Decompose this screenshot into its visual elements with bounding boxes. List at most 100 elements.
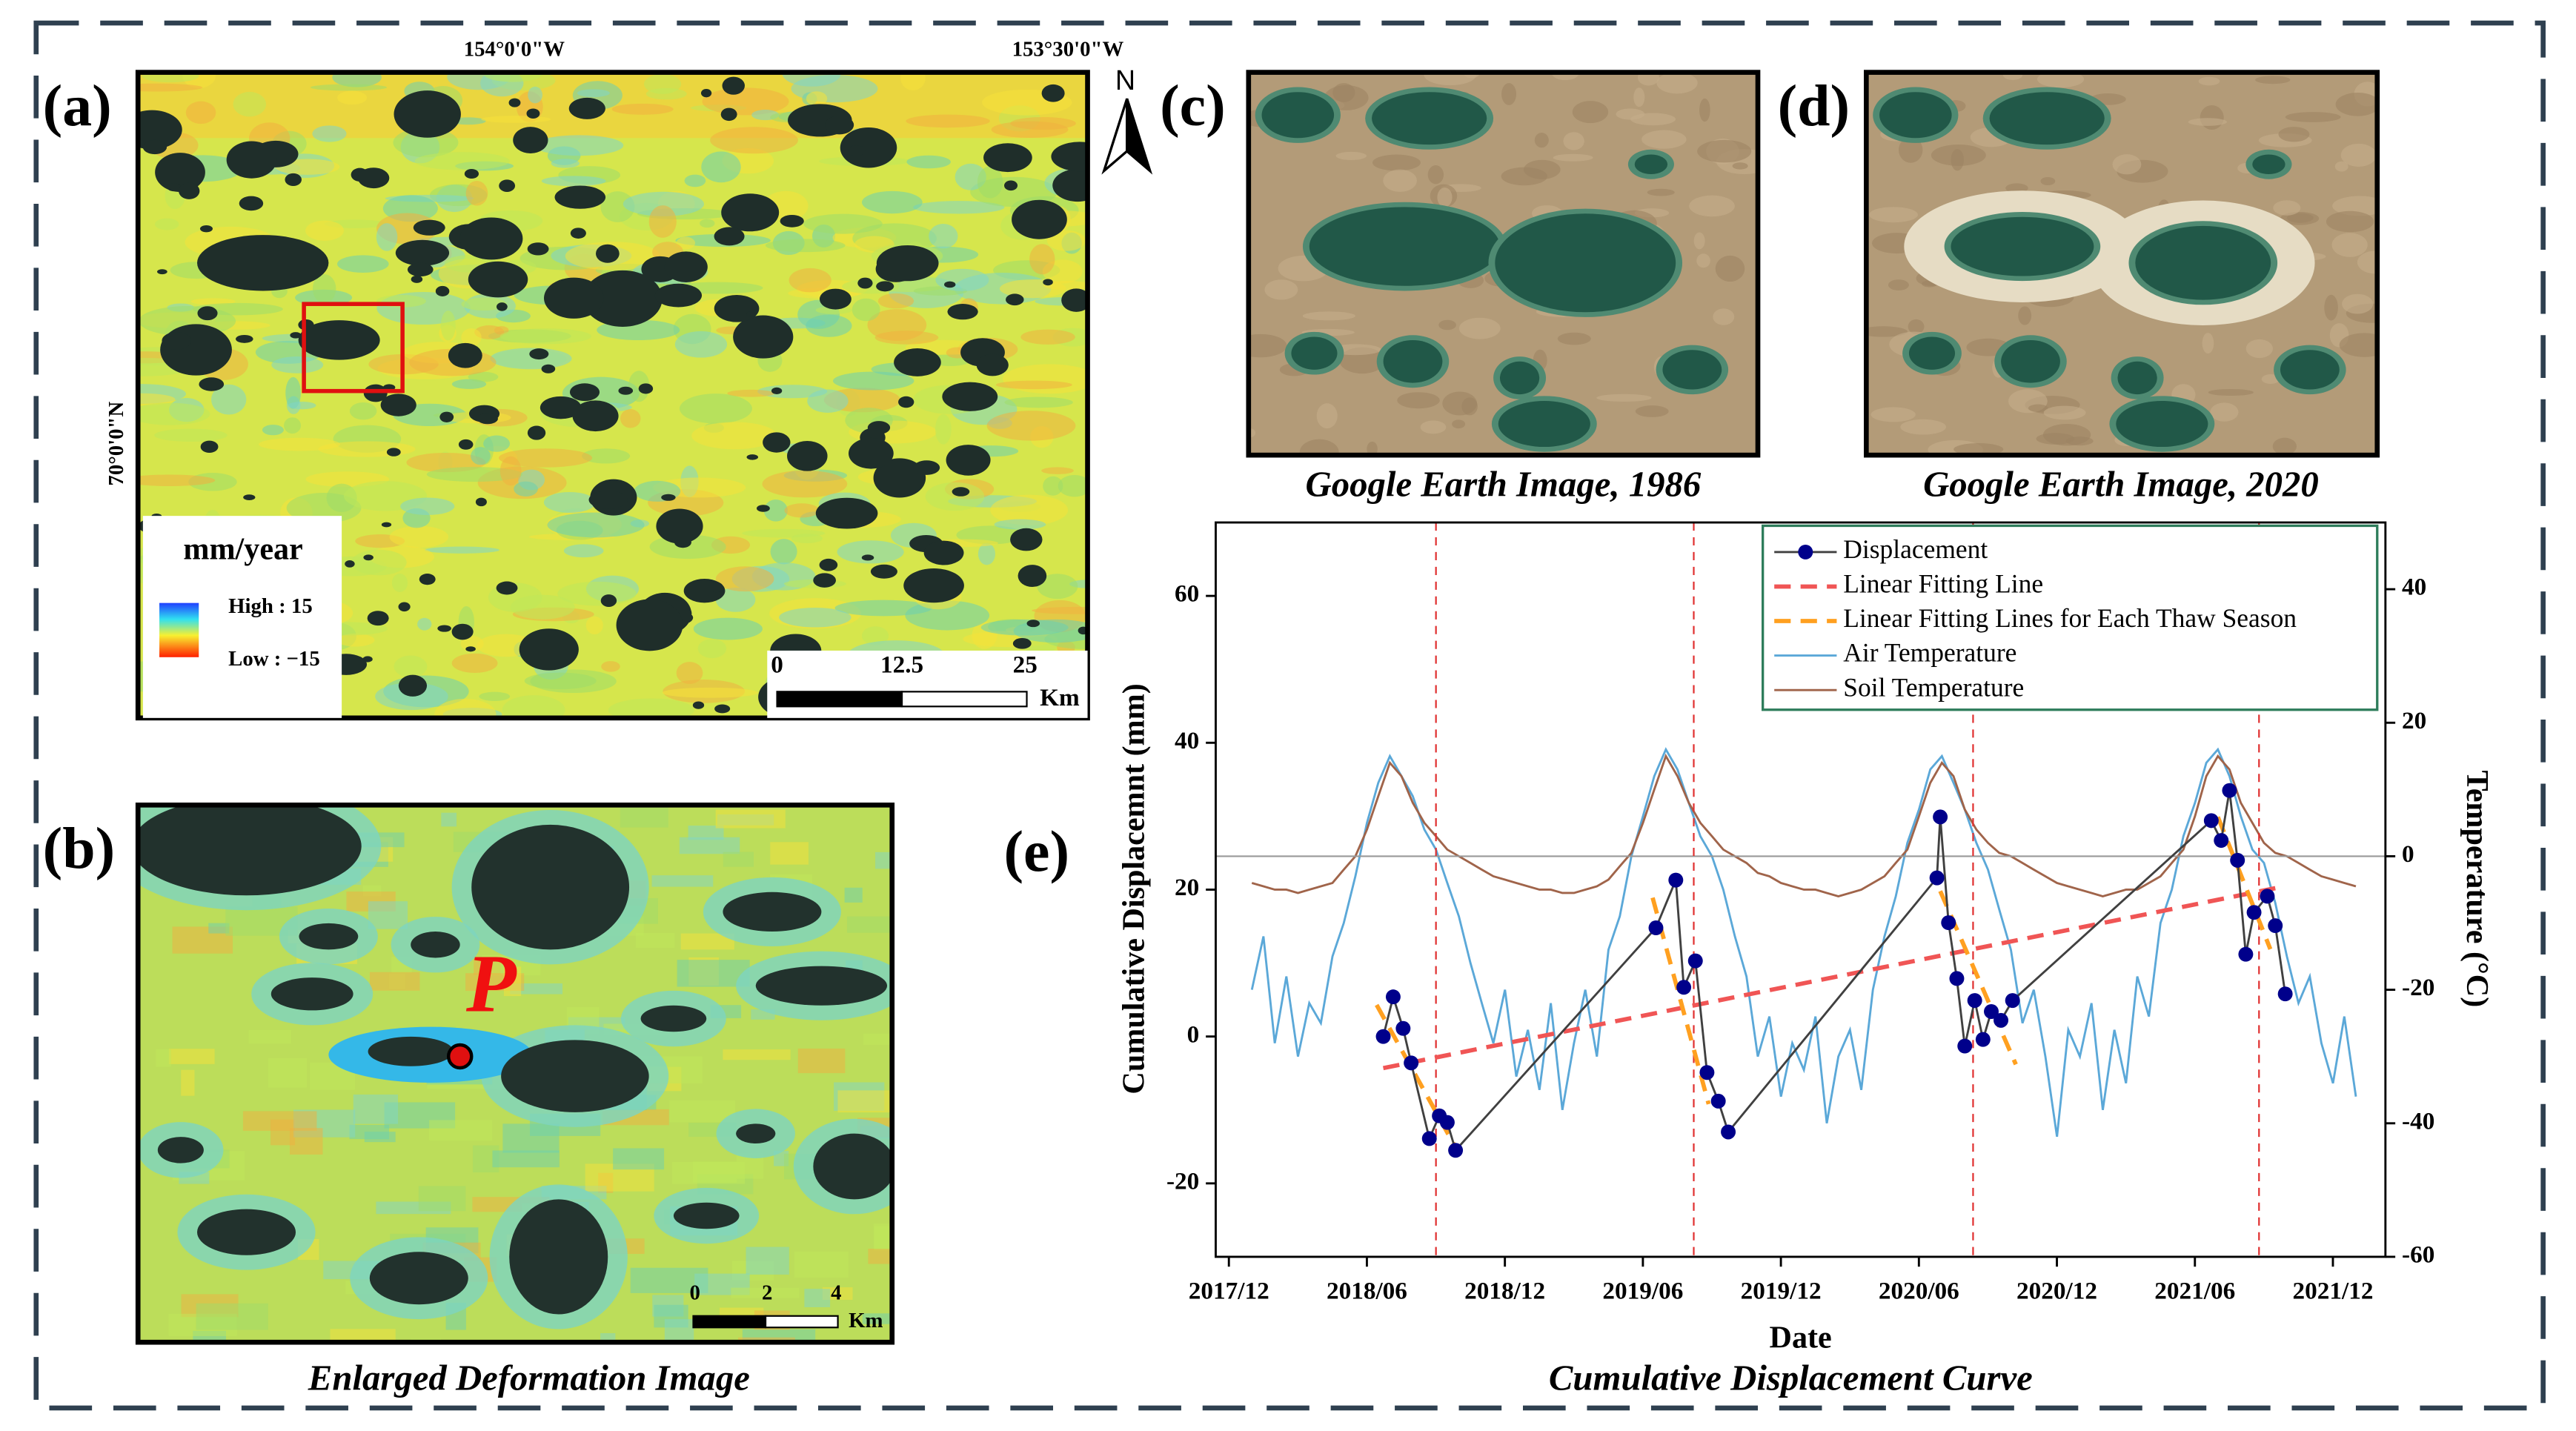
lake — [239, 196, 264, 211]
texture — [196, 1303, 268, 1330]
enlarged-map — [138, 805, 892, 1343]
texture — [156, 1049, 171, 1067]
lake — [952, 487, 970, 497]
lake — [714, 704, 731, 714]
lake — [513, 127, 548, 154]
lake — [540, 396, 582, 419]
texture — [1046, 230, 1086, 251]
texture — [1689, 195, 1735, 217]
data-point — [2260, 889, 2275, 904]
texture — [784, 503, 820, 518]
lat-label: 70°0'0"N — [104, 401, 128, 485]
lake — [595, 244, 620, 263]
texture — [611, 103, 674, 115]
texture — [481, 116, 551, 123]
texture — [2065, 436, 2094, 446]
texture — [651, 875, 714, 887]
legend-label: Linear Fitting Lines for Each Thaw Seaso… — [1843, 603, 2297, 633]
lake — [1309, 207, 1500, 286]
x-tick-label: 2021/12 — [2292, 1277, 2373, 1304]
data-point — [1975, 1032, 1991, 1047]
texture — [676, 662, 703, 684]
texture — [875, 851, 892, 869]
outer-border — [33, 20, 2546, 1411]
lake — [367, 611, 389, 626]
legend-marker — [1798, 544, 1813, 560]
lake — [572, 400, 619, 432]
x-tick-label: 2020/06 — [1879, 1277, 1959, 1304]
lon-label: 154°0'0"W — [464, 37, 565, 61]
caption: Google Earth Image, 2020 — [1923, 465, 2319, 505]
lake — [197, 306, 218, 321]
texture — [680, 933, 734, 950]
texture — [262, 425, 284, 436]
texture — [852, 298, 880, 322]
lake — [475, 497, 487, 507]
texture — [723, 851, 754, 867]
lake — [1261, 92, 1335, 139]
texture — [765, 239, 846, 253]
texture — [1699, 98, 1710, 122]
texture — [1372, 154, 1421, 171]
texture — [1020, 329, 1075, 345]
texture — [832, 371, 914, 391]
lake — [819, 288, 852, 310]
lake — [813, 1133, 892, 1200]
texture — [1908, 319, 1925, 334]
texture — [1437, 187, 1453, 207]
lake — [983, 143, 1032, 173]
lake — [526, 108, 540, 119]
lake — [588, 491, 628, 509]
lake — [236, 334, 253, 343]
lake — [654, 283, 703, 308]
lake — [458, 439, 474, 450]
texture — [284, 417, 302, 434]
texture — [1656, 72, 1698, 94]
texture — [2112, 154, 2142, 175]
texture — [2272, 437, 2297, 455]
texture — [1635, 405, 1669, 417]
texture — [804, 1289, 831, 1307]
texture — [514, 481, 538, 497]
lake — [1495, 213, 1676, 313]
y2-tick-label: -20 — [2402, 974, 2434, 1001]
texture — [710, 127, 798, 154]
lake — [1051, 142, 1088, 172]
lake — [1043, 279, 1053, 286]
texture — [483, 435, 511, 452]
lake — [600, 594, 617, 607]
texture — [623, 191, 705, 216]
texture — [2200, 105, 2224, 130]
texture — [669, 1100, 735, 1123]
texture — [154, 218, 179, 230]
texture — [2278, 127, 2310, 142]
lake — [1010, 528, 1043, 551]
texture — [2342, 293, 2374, 314]
texture — [1367, 441, 1378, 456]
lake — [787, 440, 828, 471]
texture — [541, 176, 606, 187]
texture — [2018, 306, 2032, 325]
texture — [1041, 467, 1074, 474]
lake — [407, 262, 434, 277]
texture — [543, 491, 596, 514]
texture — [138, 83, 203, 92]
texture — [1383, 169, 1417, 192]
lake — [755, 966, 888, 1006]
lake — [1012, 199, 1067, 239]
texture — [479, 691, 511, 701]
lake — [368, 1036, 454, 1066]
texture — [1557, 332, 1591, 345]
lake — [381, 522, 392, 528]
scale-bar — [776, 691, 903, 708]
lake — [200, 440, 219, 454]
texture — [807, 389, 849, 413]
panel-label: (b) — [43, 816, 116, 881]
panel-b-frame — [135, 802, 895, 1345]
texture — [429, 1120, 493, 1141]
texture — [863, 1033, 892, 1045]
texture — [248, 1030, 292, 1044]
texture — [1316, 403, 1338, 429]
texture — [233, 91, 267, 117]
texture — [994, 519, 1046, 530]
